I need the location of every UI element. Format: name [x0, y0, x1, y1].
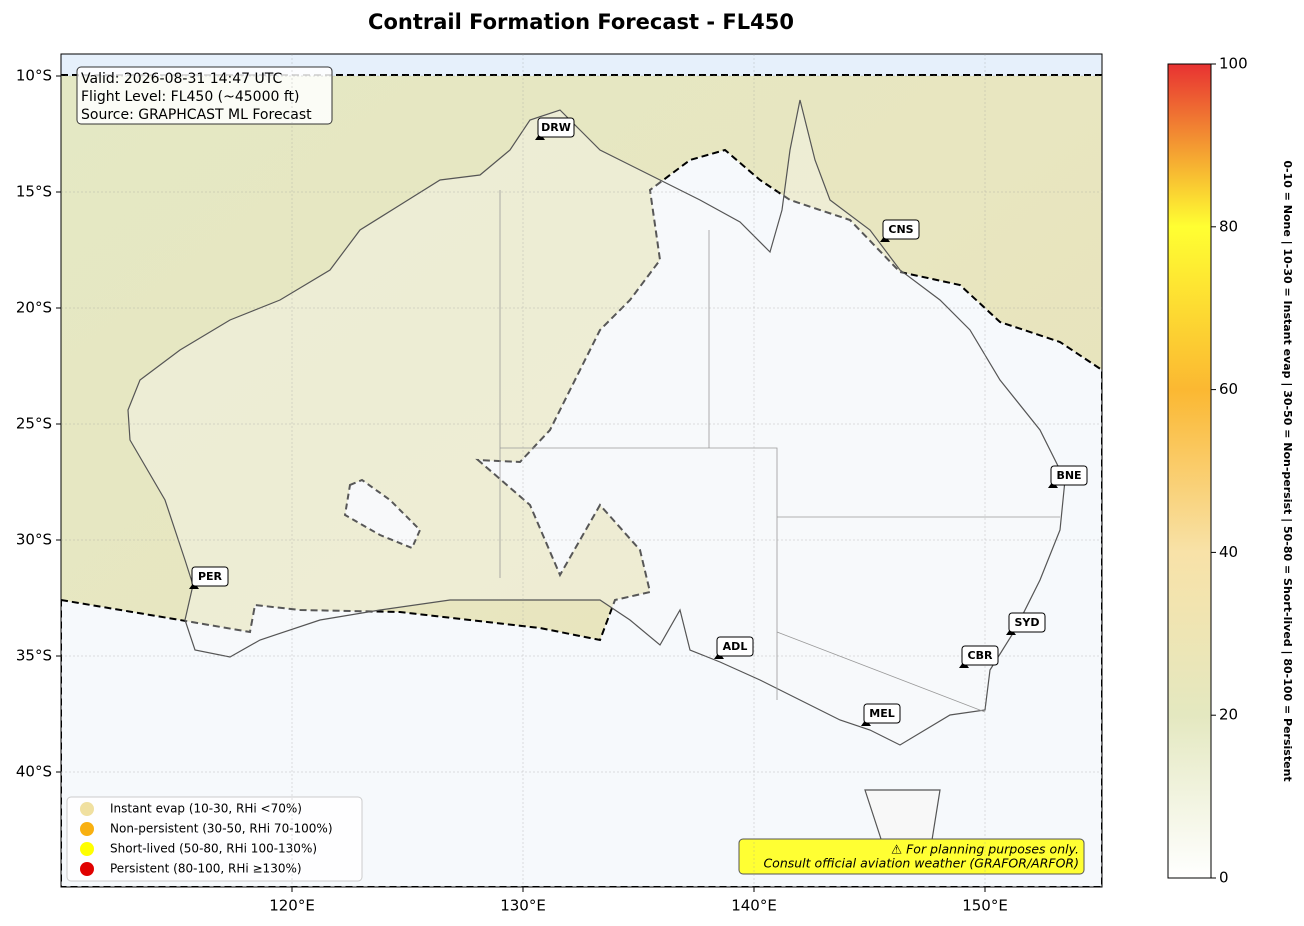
- airport-label-box: [1008, 612, 1046, 633]
- info-box: Valid: 2026-08-31 14:47 UTC Flight Level:…: [76, 66, 333, 125]
- no-contrail-zone: [61, 148, 1102, 887]
- legend-marker: [80, 862, 94, 876]
- lat-label: 10°S: [16, 67, 52, 85]
- lon-label: 150°E: [962, 897, 1008, 915]
- colorbar-label: 0-10 = None | 10-30 = Instant evap | 30-…: [1281, 160, 1294, 781]
- legend-frame: [66, 796, 363, 882]
- airport-label-box: [191, 566, 229, 587]
- airport-label-box: [1050, 465, 1088, 486]
- lon-label: 120°E: [269, 897, 315, 915]
- airport-label: SYD: [1014, 616, 1039, 629]
- lon-label: 130°E: [500, 897, 546, 915]
- lat-label: 35°S: [16, 647, 52, 665]
- legend-marker: [80, 822, 94, 836]
- colorbar-tick-label: 0: [1219, 869, 1229, 887]
- lat-label: 20°S: [16, 299, 52, 317]
- legend-marker: [80, 802, 94, 816]
- map-frame: [60, 53, 1103, 888]
- info-line: Flight Level: FL450 (~45000 ft): [81, 89, 300, 105]
- colorbar-tick-label: 40: [1219, 543, 1238, 561]
- airport-label: CNS: [888, 223, 913, 236]
- lon-label: 140°E: [731, 897, 777, 915]
- info-frame: [76, 66, 333, 125]
- airport-label: PER: [198, 570, 223, 583]
- lat-label: 25°S: [16, 415, 52, 433]
- state-borders: [499, 190, 1060, 713]
- legend-label: Non-persistent (30-50, RHi 70-100%): [110, 822, 333, 836]
- airport-label: DRW: [541, 121, 571, 134]
- airport-label: CBR: [968, 649, 993, 662]
- disclaimer-line: Consult official aviation weather (GRAFO…: [763, 856, 1079, 871]
- disclaimer-line: ⚠ For planning purposes only.: [891, 842, 1079, 857]
- info-line: Source: GRAPHCAST ML Forecast: [81, 107, 312, 123]
- coastline: [127, 99, 1066, 746]
- airport-label: MEL: [869, 707, 894, 720]
- lat-label: 15°S: [16, 183, 52, 201]
- info-line: Valid: 2026-08-31 14:47 UTC: [81, 71, 282, 87]
- colorbar-tick-label: 20: [1219, 706, 1238, 724]
- legend-marker: [80, 842, 94, 856]
- no-contrail-island: [343, 478, 422, 550]
- airport-label-box: [961, 645, 999, 666]
- title: Contrail Formation Forecast - FL450: [368, 10, 794, 34]
- legend-label: Instant evap (10-30, RHi <70%): [110, 802, 302, 816]
- colorbar: [1167, 63, 1212, 879]
- airport-label-box: [882, 219, 920, 240]
- colorbar-tick-label: 100: [1219, 55, 1248, 73]
- legend-label: Short-lived (50-80, RHi 100-130%): [110, 842, 317, 856]
- map: [61, 54, 1102, 887]
- airport-label: BNE: [1056, 469, 1081, 482]
- airport-label-box: [537, 117, 575, 138]
- disclaimer-box: [738, 838, 1085, 875]
- legend: Instant evap (10-30, RHi <70%) Non-persis…: [66, 796, 363, 882]
- colorbar-tick-label: 80: [1219, 217, 1238, 235]
- airport-label-box: [863, 703, 901, 724]
- lat-label: 40°S: [16, 763, 52, 781]
- airport-label: ADL: [723, 640, 748, 653]
- colorbar-tick-label: 60: [1219, 380, 1238, 398]
- legend-label: Persistent (80-100, RHi ≥130%): [110, 862, 302, 876]
- airport-label-box: [716, 636, 754, 657]
- lat-label: 30°S: [16, 531, 52, 549]
